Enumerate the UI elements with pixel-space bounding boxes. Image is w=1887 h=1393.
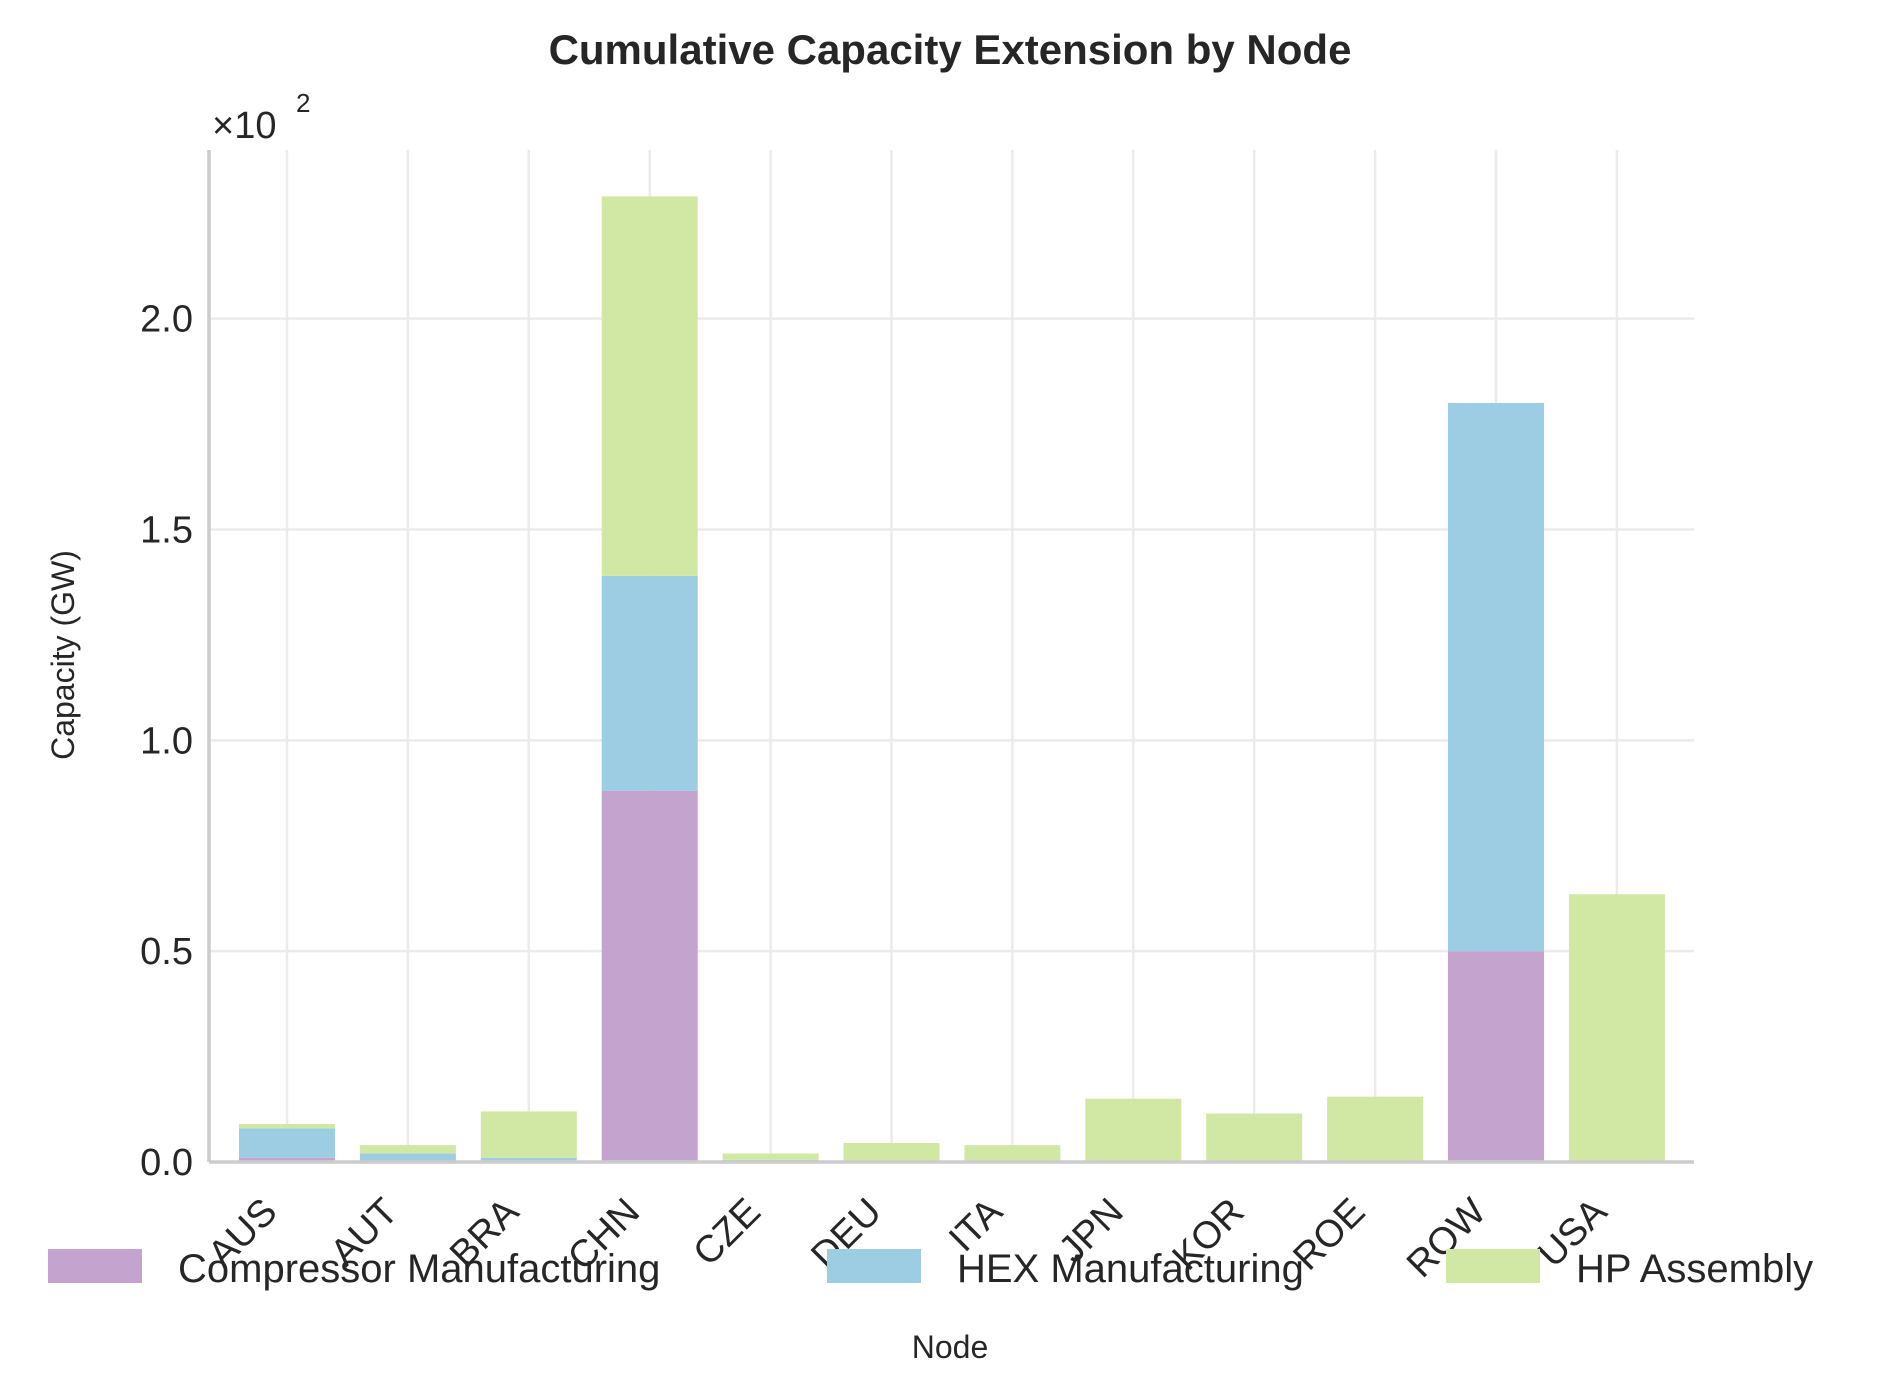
- y-tick-label: 0.5: [140, 931, 193, 973]
- y-tick-label: 0.0: [140, 1142, 193, 1184]
- legend-item: HEX Manufacturing: [827, 1247, 1304, 1291]
- y-axis-label: Capacity (GW): [45, 550, 81, 760]
- bar-hp-assembly-aut: [359, 1145, 456, 1154]
- bar-hp-assembly-bra: [480, 1111, 577, 1158]
- bar-hex-manufacturing-aus: [239, 1128, 335, 1158]
- legend-label: HEX Manufacturing: [957, 1247, 1304, 1291]
- x-tick-label: CZE: [686, 1191, 769, 1274]
- legend-item: HP Assembly: [1446, 1247, 1813, 1291]
- y-tick-label: 1.0: [140, 720, 193, 762]
- bar-hp-assembly-usa: [1568, 894, 1665, 1162]
- y-tick-label: 2.0: [140, 299, 193, 341]
- legend-label: HP Assembly: [1576, 1247, 1813, 1291]
- bars: [239, 196, 1665, 1162]
- bar-hex-manufacturing-chn: [601, 575, 698, 791]
- axes: [207, 150, 1694, 1164]
- bar-hex-manufacturing-bra: [480, 1157, 577, 1162]
- y-tick-labels: 0.0 0.5 1.0 1.5 2.0: [140, 299, 193, 1184]
- bar-hex-manufacturing-aut: [359, 1153, 456, 1162]
- x-axis-label: Node: [912, 1329, 989, 1365]
- bar-hex-manufacturing-row: [1448, 403, 1544, 952]
- chart-title: Cumulative Capacity Extension by Node: [549, 26, 1352, 73]
- y-multiplier-base: ×10: [212, 105, 276, 147]
- grid: [209, 150, 1694, 1164]
- legend-item: Compressor Manufacturing: [48, 1247, 660, 1291]
- bar-hp-assembly-kor: [1206, 1113, 1303, 1162]
- bar-compressor-manufacturing-aus: [239, 1157, 335, 1162]
- bar-compressor-manufacturing-chn: [601, 790, 698, 1162]
- bar-hp-assembly-jpn: [1085, 1098, 1182, 1162]
- legend-swatch: [827, 1249, 921, 1283]
- bar-hp-assembly-roe: [1327, 1096, 1424, 1162]
- y-tick-label: 1.5: [140, 510, 193, 552]
- y-multiplier: ×10 2: [212, 88, 310, 147]
- bar-hp-assembly-chn: [601, 196, 698, 576]
- bar-hp-assembly-cze: [722, 1153, 819, 1160]
- bar-hp-assembly-aus: [239, 1124, 335, 1129]
- y-multiplier-exponent: 2: [296, 88, 310, 118]
- legend: Compressor Manufacturing HEX Manufacturin…: [48, 1247, 1813, 1291]
- legend-swatch: [1446, 1249, 1540, 1283]
- legend-label: Compressor Manufacturing: [178, 1247, 660, 1291]
- legend-swatch: [48, 1249, 142, 1283]
- bar-compressor-manufacturing-row: [1448, 951, 1544, 1162]
- bar-hp-assembly-deu: [843, 1143, 940, 1162]
- bar-hp-assembly-ita: [964, 1145, 1061, 1162]
